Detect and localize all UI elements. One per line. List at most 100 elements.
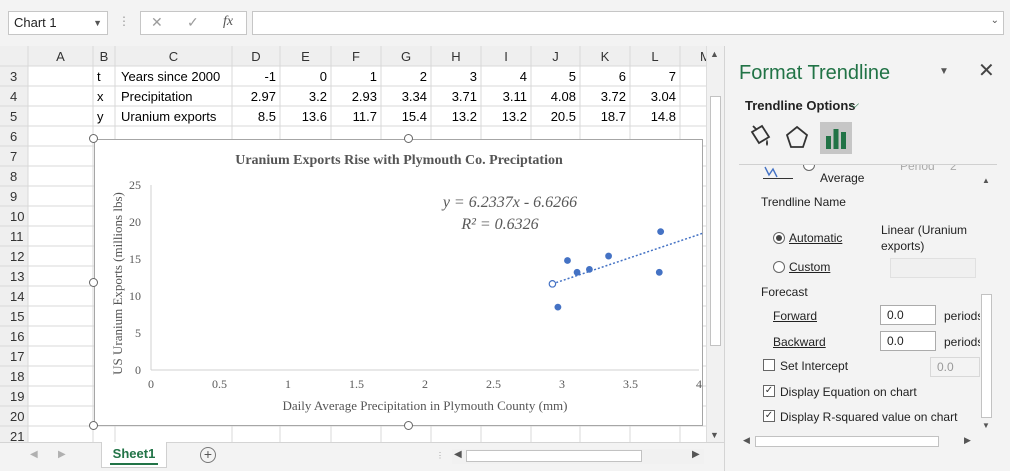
- cell-label-c[interactable]: Precipitation: [121, 89, 193, 104]
- fill-line-icon[interactable]: [743, 122, 775, 154]
- row-header-21[interactable]: 21: [10, 429, 24, 442]
- cell-value[interactable]: 3.11: [503, 89, 527, 104]
- display-r2-checkbox[interactable]: ✓: [763, 410, 775, 422]
- horizontal-scroll-thumb[interactable]: [466, 450, 642, 462]
- add-sheet-icon[interactable]: +: [200, 447, 216, 463]
- trendline[interactable]: [552, 231, 704, 285]
- cell-value[interactable]: 3.71: [452, 89, 477, 104]
- column-header-D[interactable]: D: [251, 49, 260, 64]
- cell-value[interactable]: 7: [669, 69, 676, 84]
- cell-value[interactable]: 13.2: [502, 109, 527, 124]
- cell-value[interactable]: 3.04: [651, 89, 676, 104]
- tab-scroll-right-icon[interactable]: ▶: [58, 449, 66, 460]
- effects-icon[interactable]: [781, 122, 813, 154]
- column-header-A[interactable]: A: [56, 49, 65, 64]
- column-header-K[interactable]: K: [601, 49, 610, 64]
- name-box[interactable]: Chart 1 ▼: [8, 11, 108, 35]
- cell-value[interactable]: 8.5: [258, 109, 276, 124]
- row-header-15[interactable]: 15: [10, 309, 24, 324]
- expand-formula-bar-icon[interactable]: ⌄: [990, 15, 999, 26]
- cell-value[interactable]: 18.7: [601, 109, 626, 124]
- chart-resize-handle[interactable]: [89, 134, 98, 143]
- pane-scroll-up-icon[interactable]: ▲: [982, 176, 990, 185]
- column-header-I[interactable]: I: [504, 49, 508, 64]
- cell-value[interactable]: 20.5: [551, 109, 576, 124]
- cell-value[interactable]: -1: [264, 69, 276, 84]
- cell-value[interactable]: 1: [370, 69, 377, 84]
- scroll-left-icon[interactable]: ◀: [454, 449, 462, 460]
- horizontal-scrollbar[interactable]: ◀ ▶: [452, 449, 704, 464]
- column-header-E[interactable]: E: [301, 49, 310, 64]
- column-header-L[interactable]: L: [651, 49, 658, 64]
- row-header-3[interactable]: 3: [10, 69, 17, 84]
- trendline-equation-label[interactable]: y = 6.2337x - 6.6266: [441, 194, 577, 211]
- trendline-options-heading[interactable]: Trendline Options: [745, 98, 856, 113]
- automatic-label[interactable]: Automatic: [789, 231, 843, 245]
- vertical-scrollbar[interactable]: ▲ ▼: [706, 46, 724, 444]
- data-point[interactable]: [657, 228, 665, 236]
- vertical-scroll-thumb[interactable]: [710, 96, 721, 346]
- chart-resize-handle[interactable]: [404, 421, 413, 430]
- data-point[interactable]: [554, 303, 562, 311]
- cell-label-b[interactable]: y: [97, 109, 104, 124]
- row-header-16[interactable]: 16: [10, 329, 24, 344]
- data-point[interactable]: [586, 265, 593, 273]
- formula-input[interactable]: ⌄: [252, 11, 1004, 35]
- cell-value[interactable]: 5: [569, 69, 576, 84]
- row-header-12[interactable]: 12: [10, 249, 24, 264]
- row-header-14[interactable]: 14: [10, 289, 24, 304]
- chart-title[interactable]: Uranium Exports Rise with Plymouth Co. P…: [235, 153, 563, 168]
- formula-bar-grip-icon[interactable]: ⋮: [118, 14, 130, 28]
- cancel-icon[interactable]: ✕: [151, 14, 163, 30]
- pane-horizontal-scroll-thumb[interactable]: [755, 436, 939, 447]
- chevron-down-icon[interactable]: ⌵: [850, 97, 860, 111]
- cell-value[interactable]: 4: [520, 69, 527, 84]
- scatter-chart[interactable]: Uranium Exports Rise with Plymouth Co. P…: [94, 139, 704, 426]
- cell-label-c[interactable]: Uranium exports: [121, 109, 217, 124]
- data-point[interactable]: [564, 257, 571, 264]
- split-handle-icon[interactable]: ⋮: [436, 451, 444, 460]
- automatic-radio[interactable]: [773, 232, 785, 244]
- column-header-J[interactable]: J: [552, 49, 559, 64]
- column-header-F[interactable]: F: [352, 49, 360, 64]
- close-icon[interactable]: ✕: [978, 60, 995, 82]
- scroll-right-icon[interactable]: ▶: [692, 449, 700, 460]
- moving-average-icon[interactable]: [763, 165, 793, 179]
- tab-scroll-left-icon[interactable]: ◀: [30, 449, 38, 460]
- row-header-20[interactable]: 20: [10, 409, 24, 424]
- pane-scroll-down-icon[interactable]: ▼: [982, 421, 990, 430]
- pane-vertical-scrollbar[interactable]: ▲ ▼: [980, 174, 994, 432]
- name-box-dropdown-icon[interactable]: ▼: [93, 18, 102, 28]
- pane-options-icon[interactable]: ▼: [939, 66, 949, 77]
- cell-value[interactable]: 3.2: [309, 89, 327, 104]
- trendline-handle[interactable]: [548, 280, 557, 288]
- data-point[interactable]: [573, 268, 581, 276]
- cell-label-c[interactable]: Years since 2000: [121, 69, 220, 84]
- data-point[interactable]: [655, 268, 663, 276]
- row-header-5[interactable]: 5: [10, 109, 17, 124]
- cell-value[interactable]: 2: [420, 69, 427, 84]
- y-axis-title[interactable]: US Uranium Exports (millions lbs): [110, 192, 125, 375]
- row-header-19[interactable]: 19: [10, 389, 24, 404]
- cell-value[interactable]: 0: [320, 69, 327, 84]
- cell-value[interactable]: 13.2: [452, 109, 477, 124]
- chart-resize-handle[interactable]: [89, 421, 98, 430]
- cell-value[interactable]: 13.6: [302, 109, 327, 124]
- cell-value[interactable]: 4.08: [551, 89, 576, 104]
- column-header-m[interactable]: M: [700, 49, 711, 64]
- row-header-11[interactable]: 11: [10, 229, 24, 244]
- cell-value[interactable]: 3.72: [601, 89, 626, 104]
- row-header-10[interactable]: 10: [10, 209, 24, 224]
- trendline-options-icon[interactable]: [820, 122, 852, 154]
- chart-resize-handle[interactable]: [89, 278, 98, 287]
- intercept-input[interactable]: 0.0: [930, 357, 980, 377]
- scroll-down-icon[interactable]: ▼: [710, 430, 719, 440]
- pane-scroll-right-icon[interactable]: ▶: [964, 435, 971, 445]
- row-header-18[interactable]: 18: [10, 369, 24, 384]
- cell-value[interactable]: 2.93: [352, 89, 377, 104]
- cell-value[interactable]: 2.97: [251, 89, 276, 104]
- cell-label-b[interactable]: t: [97, 69, 101, 84]
- column-header-C[interactable]: C: [169, 49, 178, 64]
- column-header-H[interactable]: H: [451, 49, 460, 64]
- row-header-4[interactable]: 4: [10, 89, 17, 104]
